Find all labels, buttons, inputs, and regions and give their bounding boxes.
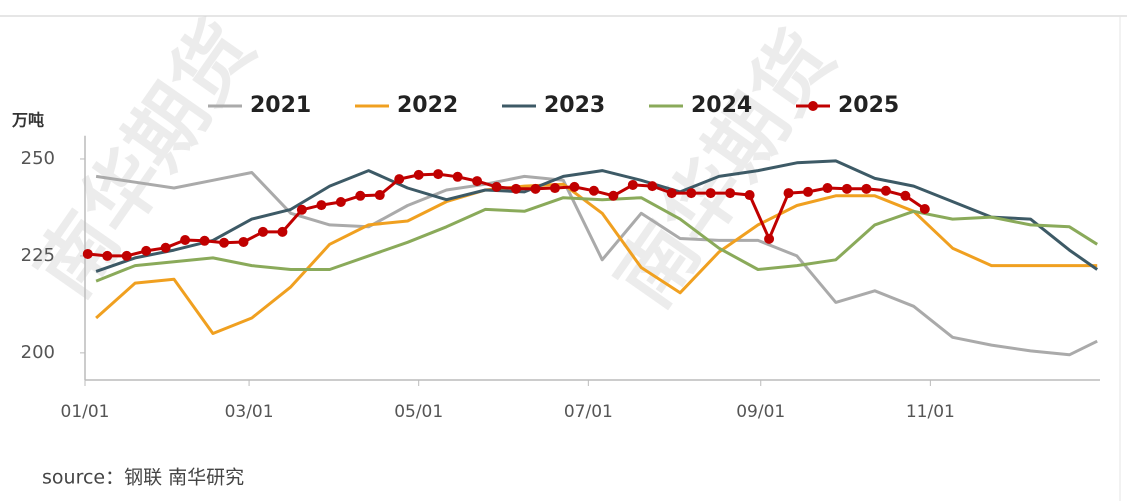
series-marker: [316, 200, 327, 211]
legend-label: 2021: [250, 93, 311, 118]
series-marker: [841, 183, 852, 194]
series-marker: [257, 226, 268, 237]
series-marker: [355, 190, 366, 201]
series-marker: [666, 188, 677, 199]
series-marker: [647, 181, 658, 192]
series-marker: [705, 188, 716, 199]
series-marker: [472, 176, 483, 187]
series-marker: [530, 183, 541, 194]
series-marker: [121, 250, 132, 261]
series-marker: [686, 188, 697, 199]
series-marker: [102, 250, 113, 261]
series-marker: [861, 183, 872, 194]
y-axis-label: 万吨: [11, 111, 44, 130]
series-marker: [160, 242, 171, 253]
series-marker: [141, 245, 152, 256]
source: source：钢联 南华研究: [42, 467, 244, 489]
y-tick-label: 200: [21, 342, 55, 363]
legend-label: 2025: [838, 93, 899, 118]
series-marker: [180, 235, 191, 246]
series-line: [95, 196, 1098, 283]
series-marker: [199, 235, 210, 246]
series-marker: [744, 190, 755, 201]
series-marker: [413, 169, 424, 180]
series-line: [95, 171, 1098, 357]
series-line: [87, 172, 926, 258]
series-marker: [880, 185, 891, 196]
x-tick-label: 05/01: [394, 402, 443, 422]
series-marker: [394, 174, 405, 185]
series-marker: [919, 203, 930, 214]
legend-label: 2023: [544, 93, 605, 118]
series-marker: [608, 190, 619, 201]
legend-label: 2024: [691, 93, 752, 118]
series-marker: [627, 179, 638, 190]
series-marker: [803, 186, 814, 197]
x-tick-label: 01/01: [61, 402, 110, 422]
series-marker: [822, 183, 833, 194]
series-marker: [783, 188, 794, 199]
series-marker: [588, 185, 599, 196]
series-marker: [900, 190, 911, 201]
series-line: [95, 182, 1098, 335]
series-marker: [725, 188, 736, 199]
x-tick-label: 03/01: [225, 402, 274, 422]
x-tick-label: 09/01: [736, 402, 785, 422]
series-marker: [433, 169, 444, 180]
x-tick-label: 11/01: [906, 402, 955, 422]
series-marker: [374, 190, 385, 201]
series-marker: [296, 204, 307, 215]
x-tick-label: 07/01: [564, 402, 613, 422]
series-marker: [219, 237, 230, 248]
series-marker: [82, 248, 93, 259]
series-marker: [549, 183, 560, 194]
series-marker: [764, 233, 775, 244]
watermarks: 南华期货 南华期货: [19, 6, 852, 323]
series-marker: [335, 197, 346, 208]
y-tick-label: 225: [21, 245, 55, 266]
series-marker: [569, 181, 580, 192]
series-marker: [277, 226, 288, 237]
series-marker: [491, 181, 502, 192]
y-tick-label: 250: [21, 148, 55, 169]
legend-marker: [808, 101, 818, 111]
series-marker: [452, 171, 463, 182]
watermark: 南华期货: [19, 6, 272, 313]
legend-label: 2022: [397, 93, 458, 118]
series-line: [95, 159, 1099, 273]
series-marker: [511, 183, 522, 194]
series-marker: [238, 236, 249, 247]
